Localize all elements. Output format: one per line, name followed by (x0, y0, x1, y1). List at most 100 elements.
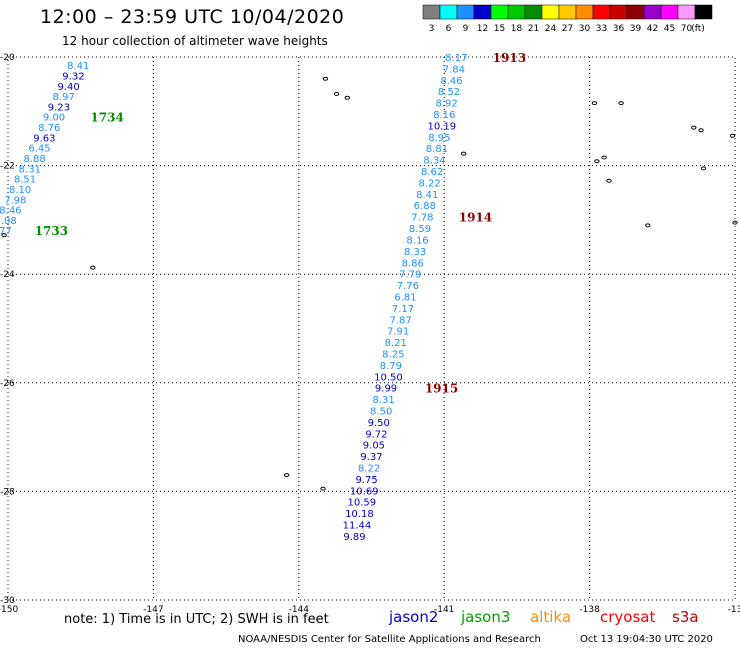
island (729, 133, 736, 138)
wave-height-value-jason3: 9.32 (62, 71, 84, 82)
island (698, 128, 704, 133)
color-scale-label: 24 (545, 24, 557, 34)
wave-height-value-jason3: 8.08 (0, 216, 17, 227)
wave-height-value-cryosat: 9.72 (365, 429, 387, 440)
wave-height-value-jason3: 8.51 (14, 175, 36, 186)
wave-height-value-jason3: 9.40 (57, 82, 79, 93)
wave-height-value-cryosat: 6.88 (414, 201, 436, 212)
wave-height-value-jason3: 9.00 (43, 113, 65, 124)
wave-height-value-jason3: 8.46 (0, 206, 22, 217)
wave-height-value-cryosat: 8.17 (445, 53, 467, 64)
wave-height-value-cryosat: 9.89 (343, 532, 365, 543)
wave-height-value-jason3: 8.76 (38, 123, 60, 134)
pass-time-label: 1733 (35, 224, 68, 238)
color-scale-swatch (507, 4, 526, 20)
color-scale-label: 45 (664, 24, 675, 34)
wave-height-value-jason3: 8.31 (19, 164, 41, 175)
color-scale-label: 27 (562, 24, 573, 34)
color-scale-swatch (439, 4, 458, 20)
color-scale-label: 39 (630, 24, 642, 34)
wave-height-value-cryosat: 8.86 (402, 258, 424, 269)
island (1, 233, 7, 238)
color-scale-label: 30 (579, 24, 591, 34)
wave-height-value-cryosat: 10.59 (347, 498, 376, 509)
island (460, 151, 467, 156)
wave-height-value-cryosat: 9.50 (368, 418, 390, 429)
color-scale-label: 18 (511, 24, 523, 34)
wave-height-value-cryosat: 9.99 (375, 384, 397, 395)
wave-height-value-cryosat: 8.52 (438, 87, 460, 98)
lat-tick-label: -30 (0, 596, 15, 606)
wave-height-value-cryosat: 10.19 (427, 121, 456, 132)
color-scale-swatch (592, 4, 611, 20)
wave-height-value-cryosat: 10.69 (350, 486, 379, 497)
color-scale-swatch (643, 4, 662, 20)
island (344, 95, 350, 100)
color-scale-swatch (422, 4, 441, 20)
legend-jason3: jason3 (461, 608, 511, 626)
wave-height-value-cryosat: 8.16 (433, 110, 455, 121)
island (700, 166, 707, 171)
color-scale-label: 33 (596, 24, 607, 34)
color-scale-label: 21 (528, 24, 539, 34)
wave-height-value-cryosat: 8.25 (382, 349, 404, 360)
color-scale-label: 6 (446, 24, 452, 34)
island (732, 220, 738, 225)
color-scale-label: 9 (463, 24, 469, 34)
wave-height-value-cryosat: 8.95 (428, 133, 450, 144)
wave-height-value-cryosat: 8.59 (409, 224, 431, 235)
color-scale-swatch (660, 4, 679, 20)
wave-height-value-cryosat: 8.46 (440, 76, 462, 87)
color-scale-swatch (575, 4, 594, 20)
wave-height-value-cryosat: 9.75 (356, 475, 378, 486)
island (90, 265, 96, 270)
color-scale-label: 70 (681, 24, 693, 34)
island (591, 101, 598, 106)
wave-height-value-cryosat: 8.62 (421, 167, 443, 178)
island (645, 223, 651, 228)
wave-height-value-cryosat: 10.18 (345, 509, 374, 520)
wave-height-value-jason3: 8.10 (9, 185, 31, 196)
island (283, 473, 290, 478)
island (606, 178, 612, 183)
wave-height-value-cryosat: 7.78 (411, 213, 433, 224)
color-scale-swatch (456, 4, 475, 20)
wave-height-value-cryosat: 6.81 (394, 292, 416, 303)
wave-height-value-cryosat: 8.41 (416, 190, 438, 201)
map-frame (7, 56, 736, 601)
footer-timestamp: Oct 13 19:04:30 UTC 2020 (580, 634, 713, 645)
color-scale-label: 42 (647, 24, 658, 34)
pass-time-label: 1915 (425, 382, 458, 396)
island (333, 91, 340, 96)
wave-height-value-cryosat: 8.21 (385, 338, 407, 349)
pass-time-label: 1913 (493, 51, 526, 65)
lat-tick-label: -22 (0, 162, 15, 172)
wave-height-value-cryosat: 9.37 (360, 452, 382, 463)
wave-height-value-cryosat: 7.76 (397, 281, 419, 292)
color-scale-label: 36 (613, 24, 625, 34)
lon-tick-label: -147 (143, 605, 163, 615)
color-scale-swatch (694, 4, 713, 20)
wave-height-value-cryosat: 8.22 (358, 464, 380, 475)
wave-height-value-cryosat: 8.31 (372, 395, 394, 406)
wave-height-value-cryosat: 7.91 (387, 327, 409, 338)
wave-height-value-cryosat: 11.44 (343, 521, 372, 532)
legend-s3a: s3a (672, 608, 699, 626)
pass-time-label: 1914 (459, 211, 492, 225)
lon-tick-label: -144 (289, 605, 310, 615)
wave-height-value-cryosat: 8.92 (435, 99, 457, 110)
wave-height-value-cryosat: 8.16 (406, 235, 428, 246)
wave-height-value-cryosat: 8.33 (404, 247, 426, 258)
color-scale-swatch (609, 4, 628, 20)
wave-height-value-cryosat: 7.17 (392, 304, 414, 315)
lon-tick-label: -138 (579, 605, 600, 615)
island (320, 486, 326, 491)
wave-height-value-cryosat: 8.81 (426, 144, 448, 155)
footer-credit: NOAA/NESDIS Center for Satellite Applica… (238, 634, 541, 645)
lon-tick-label: -13 (728, 605, 740, 615)
page-title: 12:00 – 23:59 UTC 10/04/2020 (40, 6, 345, 28)
color-scale-swatch (524, 4, 543, 20)
wave-height-value-jason3: 8.97 (53, 92, 75, 103)
color-scale-swatch (677, 4, 696, 20)
